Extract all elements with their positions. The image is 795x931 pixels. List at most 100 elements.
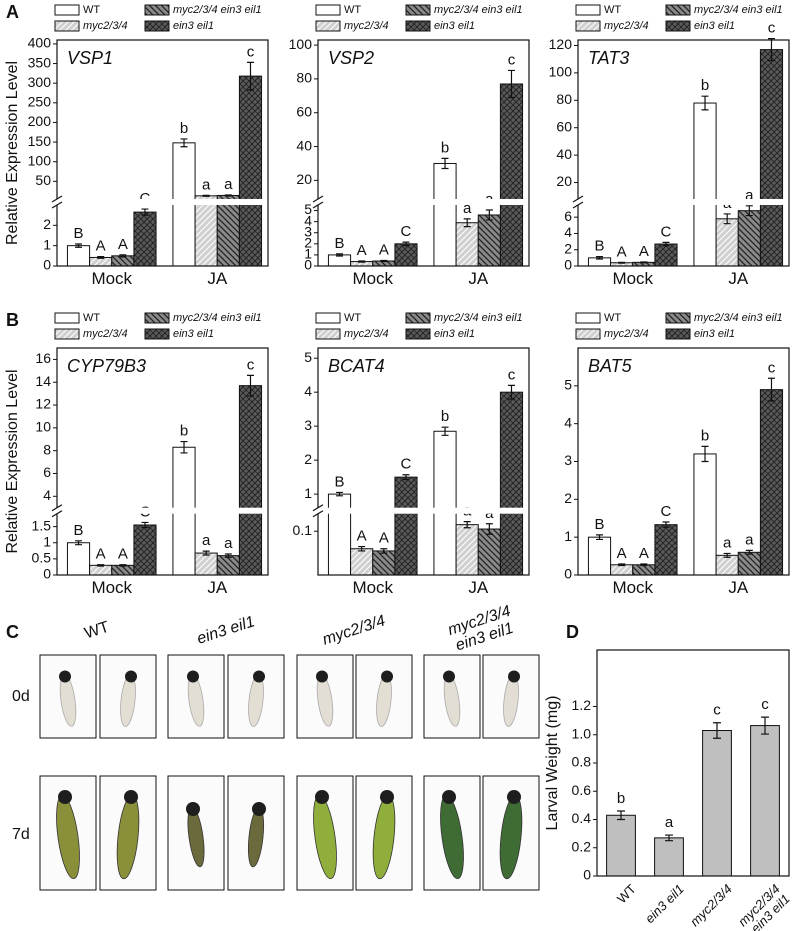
y-tick-label: 0.6: [572, 782, 592, 798]
photo-row-label: 7d: [12, 826, 30, 843]
error-bar: [441, 157, 449, 170]
significance-letter: c: [768, 359, 776, 376]
y-tick-label: 0.4: [572, 810, 592, 826]
bar: [499, 83, 524, 267]
larva-head: [252, 802, 266, 816]
bar: [350, 548, 374, 576]
y-tick-label: 1.5: [32, 517, 52, 533]
bar: [477, 528, 501, 576]
axis-break-mark: [572, 201, 584, 209]
bar: [238, 385, 263, 576]
axis-break-mark: [51, 195, 63, 203]
significance-letter: a: [463, 200, 472, 217]
chart-title: BAT5: [588, 356, 633, 376]
y-tick-label: 120: [549, 36, 573, 52]
error-bar: [246, 374, 254, 397]
significance-letter: a: [224, 535, 233, 552]
axis-break-gap: [58, 507, 267, 514]
legend-swatch: [144, 312, 170, 324]
y-tick-label: 2: [304, 451, 312, 467]
significance-letter: a: [224, 176, 233, 193]
bar: [216, 194, 240, 267]
bar: [433, 162, 457, 267]
x-tick-label: Mock: [612, 269, 653, 288]
plot-frame: [317, 347, 530, 576]
y-tick-label: 6: [43, 464, 51, 480]
significance-letter: C: [661, 503, 672, 520]
bar: [606, 814, 636, 877]
y-tick-label: 0.1: [293, 522, 313, 538]
legend-label: ein3 eil1: [694, 328, 735, 340]
y-tick-label: 4: [304, 383, 312, 399]
axis-break-mark: [312, 195, 324, 203]
significance-letter: c: [508, 366, 516, 383]
y-tick-label: 400: [28, 35, 52, 51]
significance-letter: C: [401, 223, 412, 240]
bar: [327, 493, 352, 576]
significance-letter: C: [140, 190, 151, 207]
axis-break-mark: [51, 201, 63, 209]
error-bar: [767, 38, 775, 62]
error-bar: [662, 241, 670, 247]
bar: [693, 453, 717, 576]
y-tick-label: 1.2: [572, 697, 592, 713]
significance-letter: A: [617, 243, 627, 260]
bar: [759, 389, 784, 576]
plot-frame: [317, 39, 530, 267]
bar: [499, 391, 524, 576]
panel-label: B: [6, 310, 19, 330]
significance-letter: a: [202, 176, 211, 193]
legend-swatch: [665, 4, 691, 16]
significance-letter: C: [661, 223, 672, 240]
error-bar: [485, 209, 493, 221]
error-bar: [141, 521, 149, 529]
axis-break-gap: [53, 198, 61, 205]
panel-label: A: [6, 2, 19, 22]
error-bar: [507, 69, 515, 99]
y-tick-label: 14: [35, 373, 51, 389]
y-tick-label: 4: [43, 487, 51, 503]
y-tick-label: 250: [28, 94, 52, 110]
y-tick-label: 40: [556, 146, 572, 162]
legend-label: myc2/3/4: [83, 20, 128, 32]
y-axis-label: Relative Expression Level: [4, 61, 21, 245]
axis-break-gap: [579, 198, 788, 205]
legend-label: WT: [344, 312, 361, 324]
significance-letter: B: [335, 473, 345, 490]
legend-swatch: [144, 4, 170, 16]
error-bar: [224, 553, 232, 558]
x-tick-label: JA: [728, 269, 749, 288]
significance-letter: a: [745, 531, 754, 548]
error-bar: [617, 810, 625, 821]
y-tick-label: 12: [35, 396, 51, 412]
bar: [654, 243, 678, 267]
y-tick-label: 5: [304, 349, 312, 365]
y-tick-label: 1.0: [572, 725, 592, 741]
y-tick-label: 60: [296, 103, 312, 119]
significance-letter: B: [74, 522, 84, 539]
legend-swatch: [665, 20, 691, 32]
error-bar: [723, 552, 731, 558]
larva-head: [58, 790, 72, 804]
error-bar: [618, 261, 626, 264]
chart-title: VSP2: [328, 48, 374, 68]
x-tick-label: Mock: [91, 269, 132, 288]
y-tick-label: 4: [304, 212, 312, 228]
legend-label: myc2/3/4: [344, 20, 389, 32]
error-bar: [380, 259, 388, 263]
legend-label: ein3 eil1: [173, 328, 214, 340]
y-tick-label: 300: [28, 74, 52, 90]
x-tick-label: JA: [207, 578, 228, 597]
bar: [737, 210, 761, 267]
bar: [133, 211, 157, 267]
legend-label: myc2/3/4 ein3 eil1: [434, 312, 523, 324]
error-bar: [402, 241, 410, 247]
error-bar: [596, 256, 604, 260]
larva-head: [315, 790, 329, 804]
bar: [89, 564, 113, 576]
axis-break-mark: [312, 201, 324, 209]
bar: [66, 542, 91, 576]
significance-letter: c: [508, 51, 516, 68]
axis-break-mark: [51, 504, 63, 512]
